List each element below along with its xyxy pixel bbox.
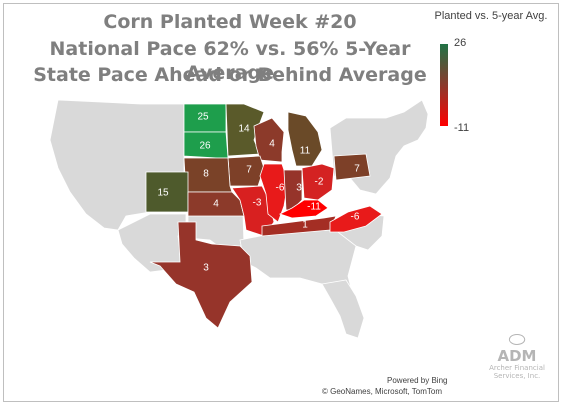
adm-logo: ⬭ ADM Archer Financial Services, Inc. <box>480 327 554 380</box>
title-line-1: Corn Planted Week #20 <box>103 11 357 33</box>
legend-min-label: -11 <box>454 122 470 134</box>
label-texas: 3 <box>203 263 209 274</box>
label-north-carolina: -6 <box>351 212 360 223</box>
base-florida <box>321 279 365 339</box>
state-ohio <box>301 163 335 201</box>
label-minnesota: 14 <box>238 124 250 135</box>
label-tennessee: 1 <box>302 220 308 231</box>
map-credits-text: © GeoNames, Microsoft, TomTom <box>322 387 442 396</box>
brand-sub-2: Services, Inc. <box>493 372 541 380</box>
state-pennsylvania <box>333 153 371 181</box>
state-wisconsin <box>253 117 285 163</box>
label-colorado: 15 <box>157 188 169 199</box>
state-texas <box>149 221 253 329</box>
label-indiana: 3 <box>296 183 302 194</box>
state-kentucky <box>278 199 329 219</box>
label-pennsylvania: 7 <box>354 164 360 175</box>
label-iowa: 7 <box>246 165 252 176</box>
leaf-icon: ⬭ <box>508 327 526 351</box>
legend-color-bar <box>440 44 448 126</box>
label-missouri: -3 <box>253 198 262 209</box>
brand-sub-1: Archer Financial <box>489 364 545 372</box>
label-kansas: 4 <box>213 199 219 210</box>
label-south-dakota: 26 <box>199 141 211 152</box>
title-line-3: State Pace Ahead or Behind Average <box>33 64 427 86</box>
brand-name: ADM <box>497 347 537 365</box>
state-north-carolina <box>329 205 383 233</box>
base-northeast <box>329 99 429 195</box>
title-line-2: National Pace 62% vs. 56% 5-Year Average <box>49 38 411 84</box>
label-north-dakota: 25 <box>197 112 209 123</box>
powered-by-text: Powered by Bing <box>387 376 448 385</box>
legend-max-label: 26 <box>454 37 467 49</box>
legend-title: Planted vs. 5-year Avg. <box>434 10 548 22</box>
label-ohio: -2 <box>315 177 324 188</box>
state-michigan <box>287 111 323 167</box>
label-illinois: -6 <box>276 183 285 194</box>
label-kentucky: -11 <box>307 202 321 213</box>
label-michigan: 11 <box>300 146 311 157</box>
label-nebraska: 8 <box>203 169 209 180</box>
label-wisconsin: 4 <box>269 139 275 150</box>
